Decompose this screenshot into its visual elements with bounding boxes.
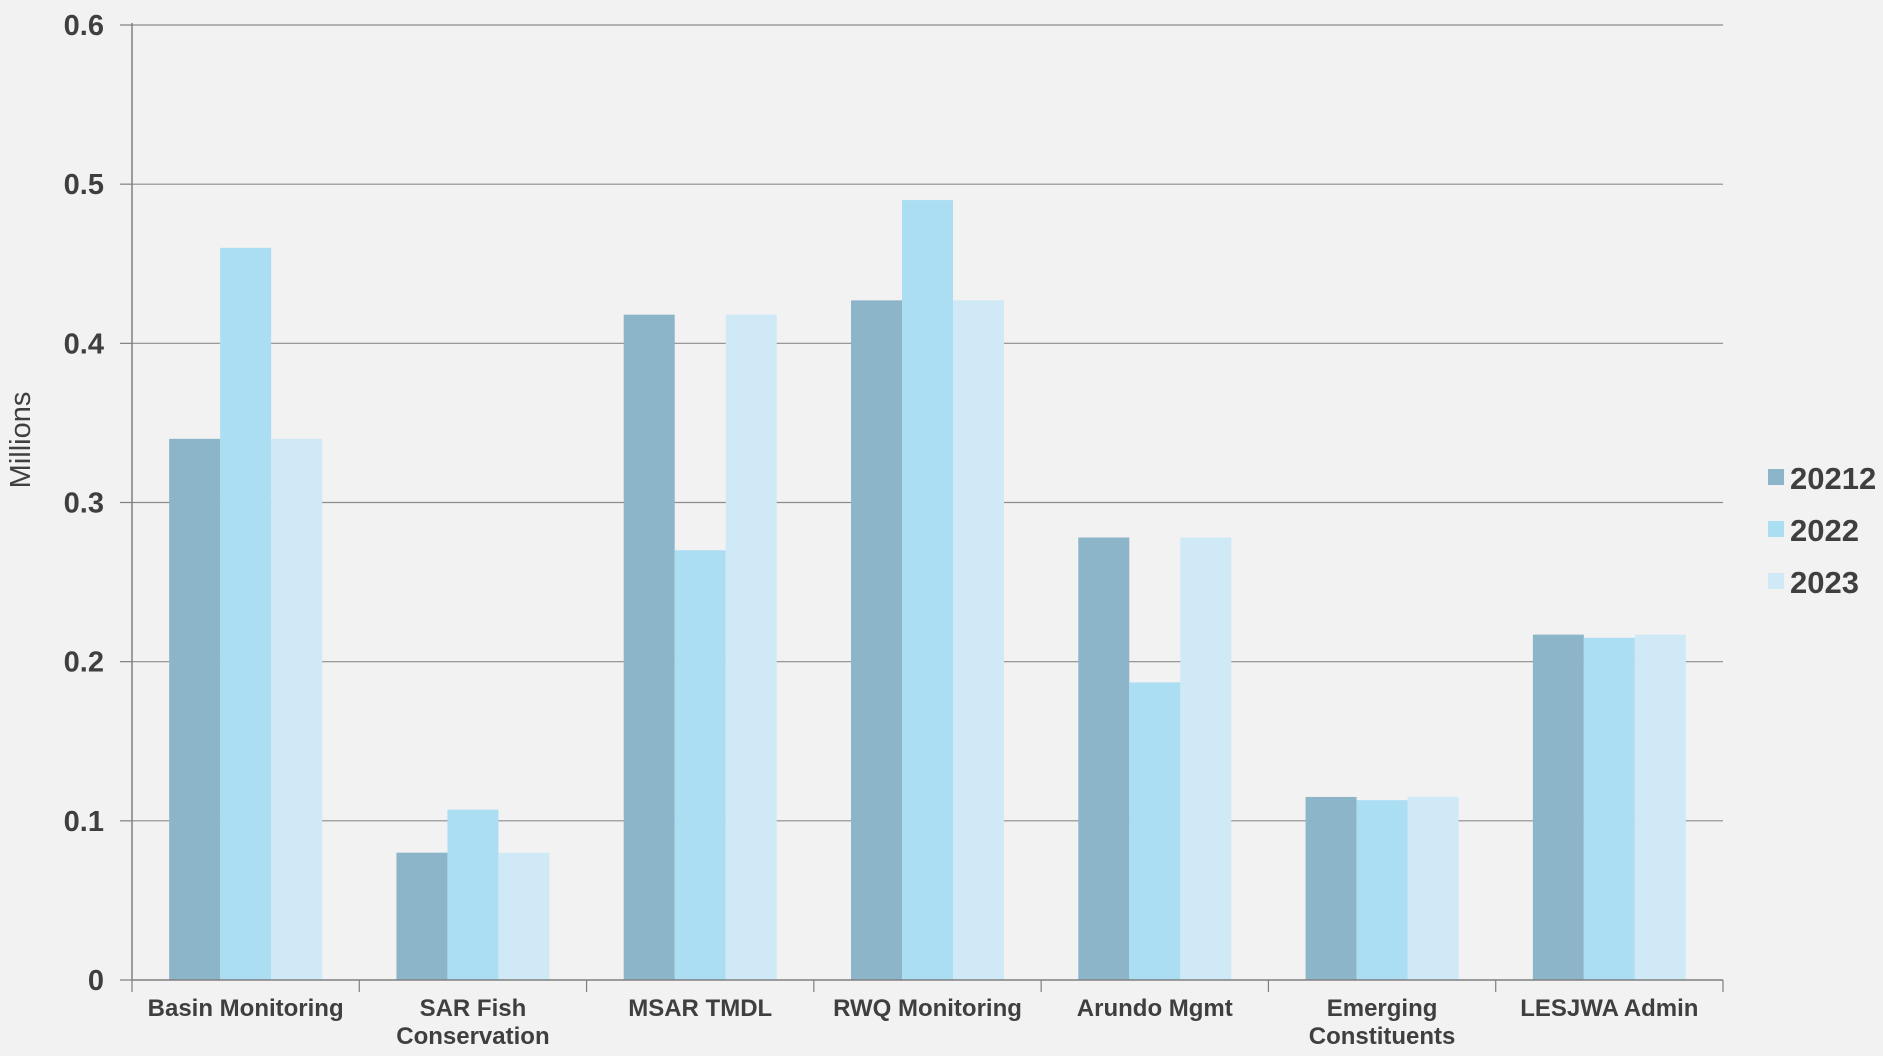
bar-2023-4: [1180, 537, 1232, 980]
legend-swatch-2023: [1768, 573, 1784, 589]
legend-swatch-20212: [1768, 469, 1784, 485]
bar-2022-4: [1129, 682, 1181, 980]
legend-label-2023: 2023: [1790, 565, 1859, 600]
x-category-label: RWQ Monitoring: [833, 995, 1022, 1022]
bar-2023-2: [725, 314, 777, 980]
y-tick-label: 0.4: [64, 328, 104, 360]
bar-20212-2: [623, 314, 675, 980]
x-category-label: LESJWA Admin: [1520, 995, 1698, 1022]
bar-20212-0: [169, 438, 221, 980]
y-axis-title: Millions: [5, 392, 37, 489]
legend-swatch-2022: [1768, 521, 1784, 537]
bar-20212-1: [396, 852, 448, 980]
axes: [120, 23, 1724, 992]
bar-2022-3: [902, 200, 953, 981]
x-category-label: Conservation: [396, 1023, 549, 1050]
legend-label-2022: 2022: [1790, 513, 1859, 548]
y-tick-label: 0.6: [64, 10, 104, 42]
bar-2023-3: [953, 300, 1004, 980]
bar-2023-5: [1407, 796, 1459, 980]
bar-2022-2: [674, 550, 726, 980]
x-category-label: Constituents: [1309, 1023, 1456, 1050]
y-tick-label: 0.1: [64, 806, 104, 838]
bar-2022-5: [1356, 800, 1408, 980]
x-category-label: Arundo Mgmt: [1077, 995, 1233, 1022]
bars: [169, 200, 1686, 981]
bar-20212-5: [1305, 796, 1357, 980]
bar-2022-1: [447, 809, 499, 980]
bar-2023-0: [271, 438, 323, 980]
y-tick-label: 0.2: [64, 647, 104, 679]
x-category-label: Basin Monitoring: [148, 995, 344, 1022]
y-tick-labels: 0 0.1 0.2 0.3 0.4 0.5 0.6: [64, 10, 104, 997]
y-tick-label: 0: [88, 965, 104, 997]
legend-label-20212: 20212: [1790, 461, 1876, 496]
bar-20212-4: [1078, 537, 1130, 980]
y-tick-label: 0.3: [64, 488, 104, 520]
y-tick-label: 0.5: [64, 169, 104, 201]
legend: 20212 2022 2023: [1768, 461, 1876, 600]
bar-2023-6: [1634, 634, 1686, 980]
bar-2023-1: [498, 852, 550, 980]
x-category-label: MSAR TMDL: [628, 995, 772, 1022]
x-category-label: Emerging: [1327, 995, 1438, 1022]
bar-20212-3: [851, 300, 902, 980]
bar-20212-6: [1532, 634, 1584, 980]
bar-2022-6: [1583, 637, 1635, 980]
bar-2022-0: [220, 247, 272, 981]
x-category-label: SAR Fish: [420, 995, 527, 1022]
